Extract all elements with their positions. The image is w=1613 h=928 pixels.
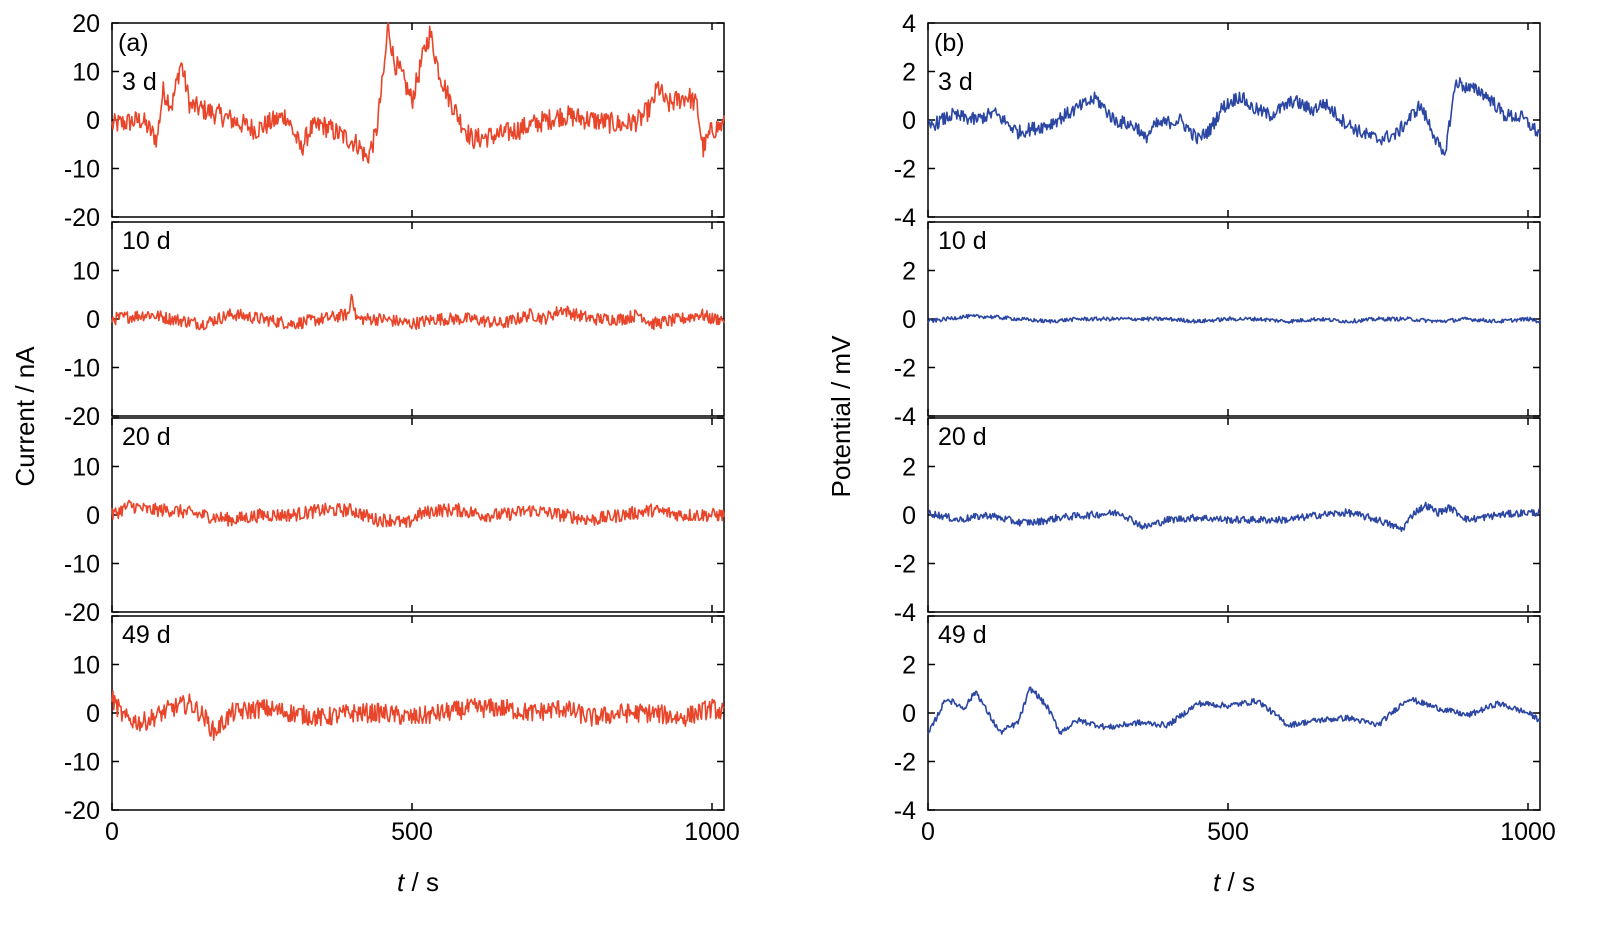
y-axis-title: Current / nA	[10, 346, 40, 487]
y-tick-label: -2	[894, 551, 916, 579]
y-tick-label: 0	[902, 306, 916, 334]
y-tick-label: 10	[72, 454, 100, 482]
y-tick-label: -10	[64, 355, 100, 383]
x-tick-label: 1000	[684, 818, 740, 846]
y-tick-label: -10	[64, 551, 100, 579]
subplot-b-0: -4 -2 0 2 4 3 d	[894, 10, 1541, 232]
x-tick-label: 500	[391, 818, 433, 846]
subplot-label: 20 d	[938, 423, 987, 451]
series-line-b-3	[927, 686, 1541, 735]
series-line-b-1	[927, 313, 1541, 324]
series-line-a-3	[111, 690, 725, 741]
y-tick-label: 2	[902, 59, 916, 87]
subplot-a-3: -20 -10 0 10 49 d	[64, 615, 725, 825]
x-tick-label: 0	[105, 818, 119, 846]
y-tick-label: -10	[64, 156, 100, 184]
y-tick-label: 0	[86, 502, 100, 530]
y-tick-label: -20	[64, 797, 100, 825]
y-tick-label: 0	[86, 700, 100, 728]
subplot-label: 10 d	[122, 227, 171, 255]
y-tick-label: -4	[894, 797, 916, 825]
subplot-a-1: -20 -10 0 10 10 d	[64, 221, 725, 431]
panel-b: -4 -2 0 2 4 3 d -4 -2 0 2 10 d -4 -2 0 2 20 d -4 -2 0 2 49 d…	[826, 10, 1556, 897]
x-tick-label: 500	[1207, 818, 1249, 846]
subplot-a-2: -20 -10 0 10 20 d	[64, 417, 725, 627]
series-line-b-0	[927, 77, 1541, 156]
subplot-label: 49 d	[122, 621, 171, 649]
y-tick-label: 10	[72, 652, 100, 680]
y-tick-label: 0	[86, 306, 100, 334]
x-axis-title: t / s	[397, 867, 439, 897]
y-tick-label: 0	[86, 107, 100, 135]
y-tick-label: 20	[72, 10, 100, 38]
series-line-b-2	[927, 501, 1541, 532]
y-tick-label: -20	[64, 599, 100, 627]
x-tick-label: 0	[921, 818, 935, 846]
y-tick-label: -10	[64, 749, 100, 777]
y-tick-label: -20	[64, 403, 100, 431]
plot-frame	[927, 22, 1541, 218]
subplot-b-3: -4 -2 0 2 49 d	[894, 615, 1541, 825]
subplot-label: 49 d	[938, 621, 987, 649]
y-tick-label: -20	[64, 204, 100, 232]
subplot-label: 3 d	[938, 68, 973, 96]
y-axis-title: Potential / mV	[826, 335, 856, 498]
y-tick-label: 0	[902, 502, 916, 530]
y-tick-label: 2	[902, 652, 916, 680]
y-tick-label: 10	[72, 59, 100, 87]
y-tick-label: -4	[894, 204, 916, 232]
y-tick-label: -2	[894, 355, 916, 383]
subplot-label: 20 d	[122, 423, 171, 451]
subplot-label: 10 d	[938, 227, 987, 255]
y-tick-label: 0	[902, 700, 916, 728]
panel-a: -20 -10 0 10 20 3 d -20 -10 0 10 10 d -20 -10 0 10 20 d…	[10, 10, 740, 897]
y-tick-label: -4	[894, 599, 916, 627]
subplot-a-0: -20 -10 0 10 20 3 d	[64, 10, 725, 232]
series-line-a-2	[111, 499, 725, 528]
plot-frame	[927, 417, 1541, 613]
y-tick-label: 10	[72, 258, 100, 286]
y-tick-label: 4	[902, 10, 916, 38]
y-tick-label: -2	[894, 156, 916, 184]
subplot-b-2: -4 -2 0 2 20 d	[894, 417, 1541, 627]
x-axis-title: t / s	[1213, 867, 1255, 897]
panel-letter: (b)	[934, 29, 965, 57]
y-tick-label: 2	[902, 258, 916, 286]
subplot-b-1: -4 -2 0 2 10 d	[894, 221, 1541, 431]
subplot-label: 3 d	[122, 68, 157, 96]
panel-letter: (a)	[118, 29, 149, 57]
series-line-a-1	[111, 293, 725, 331]
y-tick-label: -2	[894, 749, 916, 777]
x-tick-label: 1000	[1500, 818, 1556, 846]
series-line-a-0	[111, 22, 725, 164]
y-tick-label: 0	[902, 107, 916, 135]
y-tick-label: -4	[894, 403, 916, 431]
y-tick-label: 2	[902, 454, 916, 482]
